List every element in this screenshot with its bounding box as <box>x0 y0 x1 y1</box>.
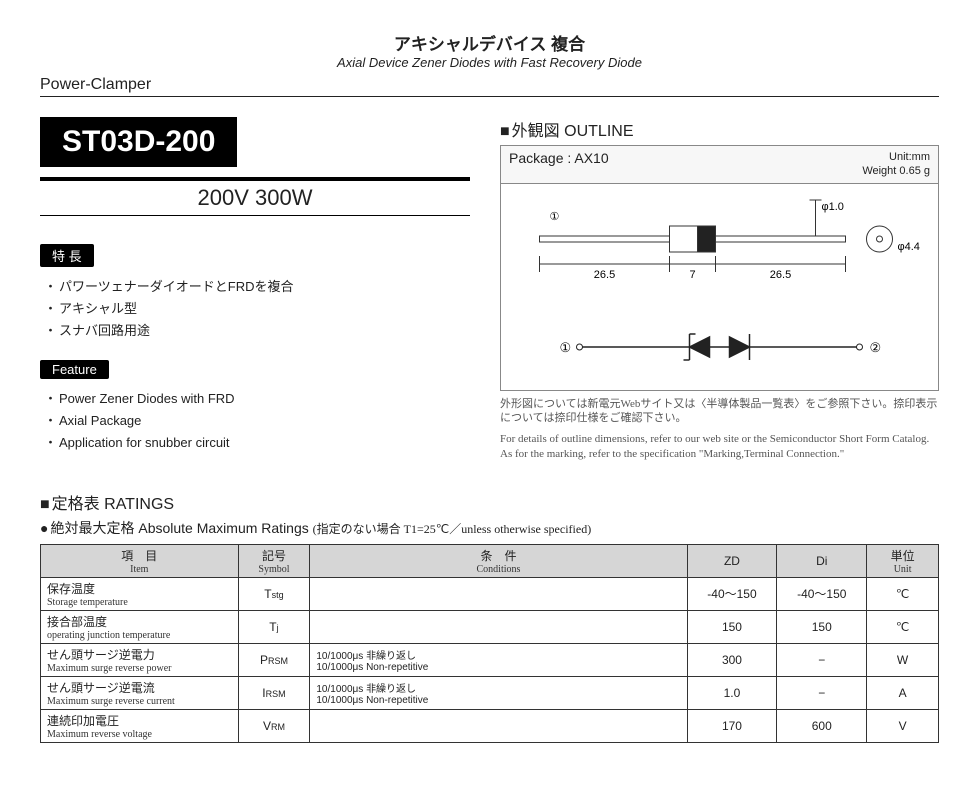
cell-unit: V <box>867 709 939 742</box>
cell-unit: ℃ <box>867 577 939 610</box>
cell-unit: W <box>867 643 939 676</box>
cell-zd: 300 <box>687 643 777 676</box>
ratings-header-jp: 定格表 <box>40 496 100 513</box>
abs-max-jp: 絶対最大定格 <box>40 520 134 536</box>
features-en-list: Power Zener Diodes with FRD Axial Packag… <box>40 388 470 451</box>
cell-di: 150 <box>777 610 867 643</box>
cell-symbol: VRM <box>238 709 310 742</box>
dim-lead-dia: φ1.0 <box>822 201 844 213</box>
list-item: パワーツェナーダイオードとFRDを複合 <box>44 276 470 295</box>
outline-header: 外観図 OUTLINE <box>500 117 939 141</box>
cell-cond: 10/1000μs 非繰り返し10/1000μs Non-repetitive <box>310 676 687 709</box>
col-di: Di <box>777 544 867 577</box>
cell-cond <box>310 709 687 742</box>
features-jp-list: パワーツェナーダイオードとFRDを複合 アキシャル型 スナバ回路用途 <box>40 276 470 339</box>
rule-thick <box>40 177 470 181</box>
cell-cond: 10/1000μs 非繰り返し10/1000μs Non-repetitive <box>310 643 687 676</box>
abs-max-header: 絶対最大定格 Absolute Maximum Ratings (指定のない場合… <box>40 518 939 538</box>
right-column: 外観図 OUTLINE Package : AX10 Unit:mm Weigh… <box>500 117 939 462</box>
package-label: Package : AX10 <box>509 150 609 166</box>
col-cond-en: Conditions <box>316 564 680 575</box>
outline-note-en: For details of outline dimensions, refer… <box>500 432 939 462</box>
series-name: Power-Clamper <box>40 76 275 94</box>
col-sym-en: Symbol <box>245 564 304 575</box>
outline-note-jp: 外形図については新電元Webサイト又は〈半導体製品一覧表〉をご参照下さい。捺印表… <box>500 397 939 427</box>
cell-item: 接合部温度operating junction temperature <box>41 610 239 643</box>
rule-thin <box>40 215 470 216</box>
abs-max-en: Absolute Maximum Ratings <box>138 520 308 536</box>
cell-item: 連続印加電圧Maximum reverse voltage <box>41 709 239 742</box>
cell-di: − <box>777 676 867 709</box>
cell-di: − <box>777 643 867 676</box>
outline-unit: Unit:mm <box>889 151 930 163</box>
ratings-header: 定格表 RATINGS <box>40 490 939 514</box>
cell-unit: ℃ <box>867 610 939 643</box>
list-item: アキシャル型 <box>44 298 470 317</box>
cell-cond <box>310 610 687 643</box>
features-jp-label: 特 長 <box>40 244 94 267</box>
doc-category-jp: アキシャルデバイス 複合 <box>40 30 939 55</box>
outline-header-en: OUTLINE <box>564 123 633 140</box>
package-drawing: ① 26.5 7 26.5 φ1.0 φ4.4 <box>509 192 930 312</box>
list-item: スナバ回路用途 <box>44 320 470 339</box>
schematic-symbol: ① ② <box>509 312 930 382</box>
outline-weight: Weight 0.65 g <box>862 165 930 177</box>
cell-symbol: Tj <box>238 610 310 643</box>
table-row: せん頭サージ逆電力Maximum surge reverse powerPRSM… <box>41 643 939 676</box>
doc-category-en: Axial Device Zener Diodes with Fast Reco… <box>40 55 939 70</box>
col-item-jp: 項 目 <box>121 549 157 563</box>
header-rule <box>40 96 939 97</box>
col-cond-jp: 条 件 <box>480 549 516 563</box>
col-unit-jp: 単位 <box>891 549 915 563</box>
cell-symbol: Tstg <box>238 577 310 610</box>
cell-zd: 150 <box>687 610 777 643</box>
cell-item: せん頭サージ逆電力Maximum surge reverse power <box>41 643 239 676</box>
left-column: ST03D-200 200V 300W 特 長 パワーツェナーダイオードとFRD… <box>40 117 470 462</box>
cell-symbol: PRSM <box>238 643 310 676</box>
col-zd: ZD <box>687 544 777 577</box>
dim-body-dia: φ4.4 <box>898 241 920 253</box>
features-en-label: Feature <box>40 360 109 379</box>
outline-box-header: Package : AX10 Unit:mm Weight 0.65 g <box>501 146 938 184</box>
terminal-1: ① <box>550 211 560 223</box>
cell-symbol: IRSM <box>238 676 310 709</box>
table-row: 保存温度Storage temperatureTstg -40〜150-40〜15… <box>41 577 939 610</box>
list-item: Application for snubber circuit <box>44 432 470 451</box>
abs-max-cond: (指定のない場合 T1=25℃／unless otherwise specifi… <box>313 522 592 536</box>
cell-zd: -40〜150 <box>687 577 777 610</box>
schematic-t1: ① <box>560 340 572 355</box>
table-row: 連続印加電圧Maximum reverse voltageVRM 170600V <box>41 709 939 742</box>
outline-header-jp: 外観図 <box>500 123 560 140</box>
ratings-header-en: RATINGS <box>104 496 174 513</box>
schematic-t2: ② <box>870 340 882 355</box>
dim-body: 7 <box>689 269 695 281</box>
col-unit-en: Unit <box>873 564 932 575</box>
cell-zd: 170 <box>687 709 777 742</box>
outline-box: Package : AX10 Unit:mm Weight 0.65 g <box>500 145 939 391</box>
part-spec: 200V 300W <box>40 185 470 211</box>
ratings-table: 項 目 Item 記号 Symbol 条 件 Conditions ZD Di … <box>40 544 939 743</box>
dim-lead-r: 26.5 <box>770 269 791 281</box>
cell-cond <box>310 577 687 610</box>
cell-zd: 1.0 <box>687 676 777 709</box>
cell-unit: A <box>867 676 939 709</box>
cell-item: せん頭サージ逆電流Maximum surge reverse current <box>41 676 239 709</box>
cell-di: 600 <box>777 709 867 742</box>
table-row: せん頭サージ逆電流Maximum surge reverse currentIR… <box>41 676 939 709</box>
list-item: Axial Package <box>44 410 470 429</box>
cell-di: -40〜150 <box>777 577 867 610</box>
table-row: 接合部温度operating junction temperatureTj 150… <box>41 610 939 643</box>
cell-item: 保存温度Storage temperature <box>41 577 239 610</box>
dim-lead-l: 26.5 <box>594 269 615 281</box>
col-item-en: Item <box>47 564 232 575</box>
table-header-row: 項 目 Item 記号 Symbol 条 件 Conditions ZD Di … <box>41 544 939 577</box>
part-number-badge: ST03D-200 <box>40 117 237 167</box>
list-item: Power Zener Diodes with FRD <box>44 388 470 407</box>
col-sym-jp: 記号 <box>262 549 286 563</box>
